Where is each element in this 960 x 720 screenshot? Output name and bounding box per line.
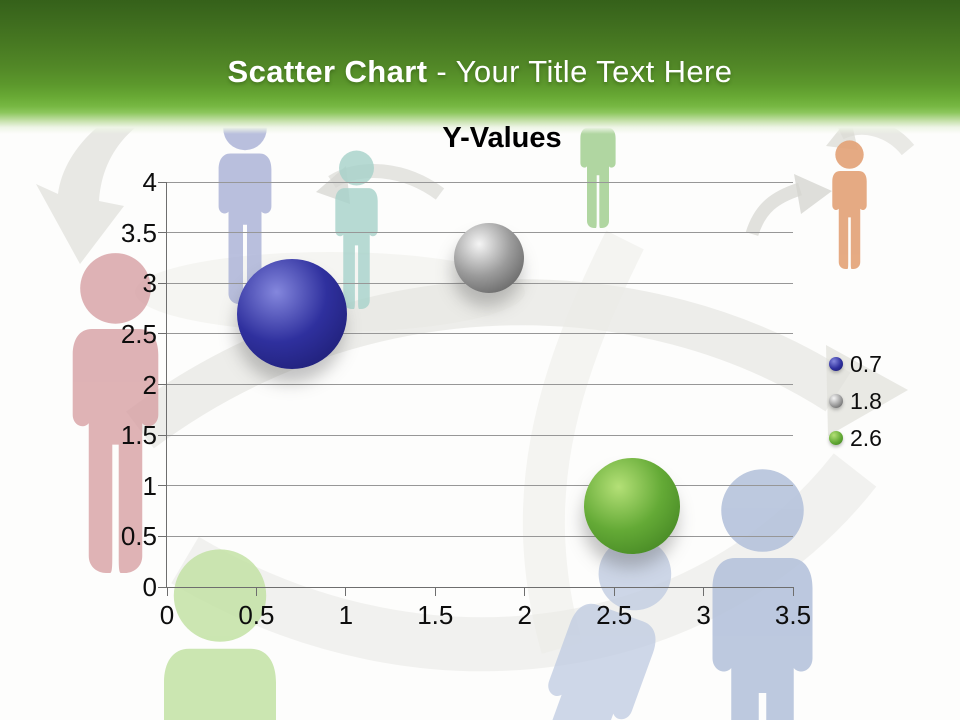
x-axis-line bbox=[158, 587, 794, 588]
x-axis-tick-label: 2 bbox=[517, 600, 532, 630]
y-axis-tick-label: 3.5 bbox=[120, 217, 157, 248]
slide-title: Scatter Chart - Your Title Text Here bbox=[0, 54, 960, 90]
y-axis-tick-label: 3 bbox=[142, 268, 157, 299]
y-axis-tick-label: 4 bbox=[142, 167, 157, 197]
y-axis-tick bbox=[158, 535, 167, 537]
header-bar bbox=[0, 0, 960, 134]
data-bubble-1.8 bbox=[453, 222, 524, 293]
legend-item: 2.6 bbox=[829, 425, 882, 451]
x-axis-tick bbox=[434, 588, 436, 596]
curved-arrowhead-upright-icon bbox=[794, 174, 832, 214]
x-axis-tick bbox=[703, 588, 705, 596]
legend-label: 1.8 bbox=[850, 388, 882, 414]
x-axis-tick-label: 0 bbox=[159, 600, 175, 630]
y-axis-tick bbox=[158, 485, 167, 487]
swirl-arrowhead-right-icon bbox=[826, 345, 908, 436]
y-axis-tick-label: 0 bbox=[142, 572, 157, 602]
legend-item: 1.8 bbox=[829, 388, 882, 414]
slide-title-bold: Scatter Chart bbox=[227, 54, 428, 89]
data-bubble-0.7 bbox=[237, 258, 348, 369]
y-axis-line bbox=[166, 182, 167, 588]
curved-arrow-upright bbox=[745, 182, 803, 237]
x-axis-tick bbox=[255, 588, 257, 596]
x-axis-tick-label: 1.5 bbox=[417, 600, 454, 630]
swirl-arrow-diagonal bbox=[522, 230, 644, 654]
x-axis-tick bbox=[166, 588, 168, 596]
legend-marker-icon bbox=[829, 394, 843, 408]
legend-marker-icon bbox=[829, 431, 843, 445]
y-axis-tick bbox=[158, 232, 167, 234]
legend-item: 0.7 bbox=[829, 351, 882, 377]
legend-label: 0.7 bbox=[850, 351, 882, 377]
x-axis-tick bbox=[613, 588, 615, 596]
slide-title-rest: - Your Title Text Here bbox=[427, 54, 733, 89]
down-arrow-icon bbox=[36, 110, 137, 264]
y-axis-tick-label: 1.5 bbox=[120, 420, 157, 451]
y-gridline bbox=[167, 384, 793, 385]
y-axis-tick-label: 1 bbox=[142, 470, 157, 501]
x-axis-tick-label: 2.5 bbox=[596, 600, 633, 630]
x-axis-tick-label: 3 bbox=[696, 600, 711, 630]
x-axis-tick bbox=[524, 588, 526, 596]
y-axis-tick bbox=[158, 282, 167, 284]
x-axis-tick-label: 0.5 bbox=[238, 600, 275, 630]
y-axis-tick bbox=[158, 434, 167, 436]
x-axis-tick bbox=[345, 588, 347, 596]
x-axis-tick-label: 3.5 bbox=[774, 600, 812, 630]
data-bubble-2.6 bbox=[584, 458, 681, 554]
legend-label: 2.6 bbox=[850, 425, 882, 451]
y-gridline bbox=[167, 333, 793, 335]
legend-marker-icon bbox=[829, 357, 843, 371]
swirl-arrow-upper bbox=[126, 279, 851, 449]
y-axis-tick bbox=[158, 384, 167, 385]
legend: 0.7 1.8 2.6 bbox=[829, 351, 882, 451]
y-axis-tick-label: 2.5 bbox=[120, 318, 157, 349]
x-axis-tick bbox=[792, 588, 794, 596]
x-axis-tick-label: 1 bbox=[338, 600, 354, 630]
y-gridline bbox=[167, 434, 793, 436]
y-axis-tick-label: 2 bbox=[142, 369, 157, 400]
y-axis-tick bbox=[158, 333, 167, 335]
chart-title: Y-Values bbox=[442, 122, 562, 154]
y-axis-tick-label: 0.5 bbox=[120, 521, 157, 552]
y-gridline bbox=[167, 181, 793, 183]
y-gridline bbox=[167, 535, 793, 537]
y-axis-tick bbox=[158, 181, 167, 183]
y-gridline bbox=[167, 485, 793, 487]
